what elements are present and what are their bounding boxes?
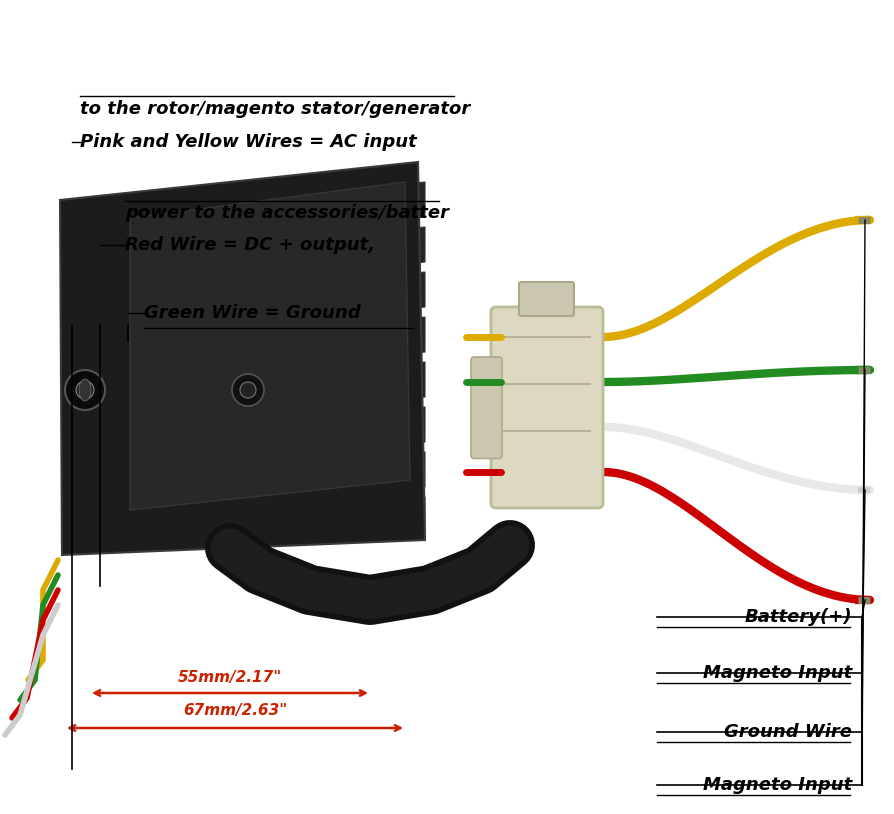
Text: Magneto Input: Magneto Input <box>703 776 852 794</box>
Text: power to the accessories/batter: power to the accessories/batter <box>125 204 449 222</box>
Text: 55mm/2.17": 55mm/2.17" <box>178 670 283 685</box>
Polygon shape <box>395 362 425 400</box>
Circle shape <box>76 381 94 399</box>
Polygon shape <box>395 452 425 490</box>
Polygon shape <box>395 182 425 220</box>
Circle shape <box>232 374 264 406</box>
Polygon shape <box>395 407 425 445</box>
Text: Pink and Yellow Wires = AC input: Pink and Yellow Wires = AC input <box>80 133 417 151</box>
Polygon shape <box>395 272 425 310</box>
Polygon shape <box>395 227 425 265</box>
Circle shape <box>240 382 256 398</box>
Polygon shape <box>395 497 425 535</box>
FancyBboxPatch shape <box>491 307 603 508</box>
Text: 67mm/2.63": 67mm/2.63" <box>183 703 287 718</box>
Circle shape <box>65 370 105 410</box>
FancyBboxPatch shape <box>519 282 574 316</box>
Polygon shape <box>60 162 425 555</box>
Ellipse shape <box>79 379 91 401</box>
Text: Red Wire = DC + output,: Red Wire = DC + output, <box>125 236 375 254</box>
Polygon shape <box>130 182 410 510</box>
Text: Magneto Input: Magneto Input <box>703 664 852 682</box>
Polygon shape <box>395 317 425 355</box>
Text: Battery(+): Battery(+) <box>745 608 852 626</box>
Text: Green Wire = Ground: Green Wire = Ground <box>144 304 360 322</box>
Text: Ground Wire: Ground Wire <box>724 723 852 741</box>
Text: to the rotor/magento stator/generator: to the rotor/magento stator/generator <box>80 100 470 118</box>
FancyBboxPatch shape <box>471 357 502 458</box>
